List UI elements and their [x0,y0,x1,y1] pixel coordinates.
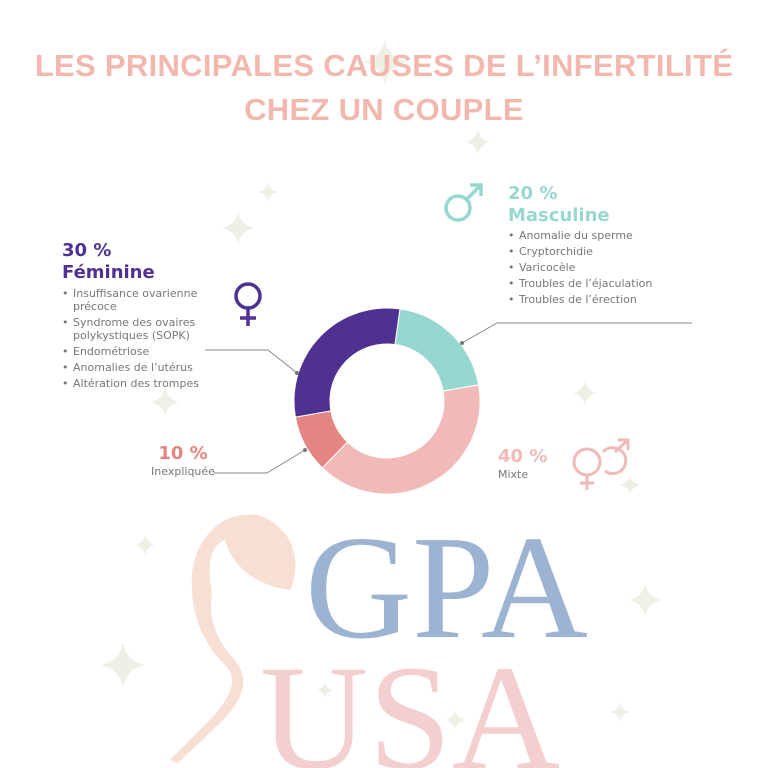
mixte-percent: 40 % [498,446,548,467]
sparkle-icon [445,710,465,730]
list-item: Syndrome des ovaires polykystiques (SOPK… [62,316,242,342]
inexpliquee-label: Inexpliquée [151,465,215,478]
mixte-block: 40 % Mixte [498,446,568,481]
masculine-label: Masculine [508,205,610,226]
donut-slice-feminine [293,307,401,418]
sparkle-icon [466,130,490,154]
logo-gpa: GPA [305,506,588,670]
sparkle-icon [573,381,597,405]
feminine-percent: 30 % [62,240,112,261]
sparkle-icon [610,702,630,722]
inexpliquee-block: 10 % Inexpliquée [143,443,223,478]
inexpliquee-percent: 10 % [158,443,208,464]
list-item: Endométriose [62,345,242,358]
mixte-label: Mixte [498,468,529,481]
masculine-block: 20 % Masculine Anomalie du sperme Crypto… [508,183,708,309]
feminine-causes-list: Insuffisance ovarienne précoce Syndrome … [62,287,242,390]
list-item: Altération des trompes [62,377,242,390]
sparkle-icon [629,584,661,616]
masculine-percent: 20 % [508,183,558,204]
list-item: Cryptorchidie [508,245,708,258]
male-symbol-icon [444,183,483,222]
list-item: Varicocèle [508,261,708,274]
list-item: Troubles de l’érection [508,293,708,306]
sparkle-icon [620,475,640,495]
sparkle-icon [222,212,254,244]
logo-usa: USA [260,635,560,768]
list-item: Troubles de l’éjaculation [508,277,708,290]
list-item: Anomalies de l’utérus [62,361,242,374]
sparkle-icon [317,682,333,698]
masculine-causes-list: Anomalie du sperme Cryptorchidie Varicoc… [508,229,708,306]
female-male-symbol-icon [572,438,630,490]
leader-line-inexpliquee [214,449,306,474]
page-title-line2: CHEZ UN COUPLE [244,92,524,127]
page-title-line1: LES PRINCIPALES CAUSES DE L’INFERTILITÉ [34,48,734,83]
sparkle-icon [151,388,179,416]
feminine-block: 30 % Féminine Insuffisance ovarienne pré… [62,240,242,393]
sparkle-decorations [101,40,661,730]
list-item: Insuffisance ovarienne précoce [62,287,242,313]
sparkle-icon [101,643,145,687]
woman-silhouette-logo [170,514,296,763]
sparkle-icon [258,182,278,202]
donut-slice-mixte [321,384,481,495]
list-item: Anomalie du sperme [508,229,708,242]
feminine-label: Féminine [62,262,155,283]
sparkle-icon [135,535,155,555]
leader-line-masculine [461,322,692,344]
sparkle-icon [363,40,407,84]
